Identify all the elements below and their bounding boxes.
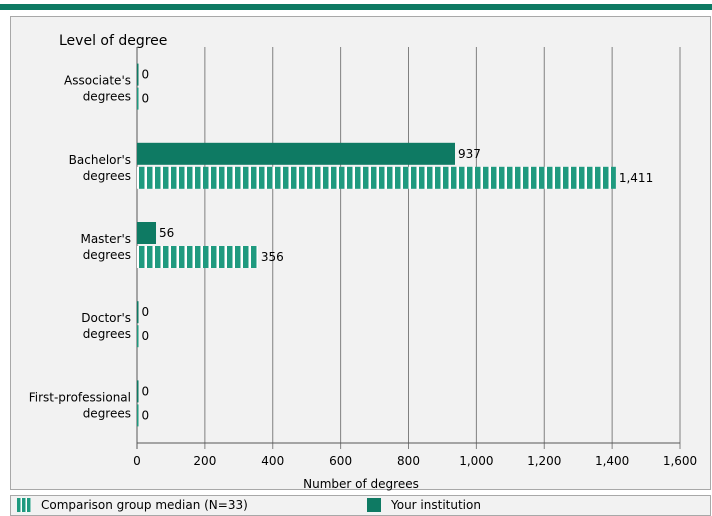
data-label-institution: 0 [142,68,150,82]
data-label-institution: 937 [458,147,481,161]
x-tick-label: 800 [397,454,420,468]
x-tick-labels: 0 200 400 600 800 1,000 1,200 1,400 1,600 [133,454,697,468]
bars [137,63,616,427]
grid-lines [136,47,681,449]
legend-swatch-solid [367,498,381,512]
x-tick-label: 1,000 [459,454,493,468]
legend: Comparison group median (N=33) Your inst… [10,495,711,516]
x-tick-label: 1,600 [663,454,697,468]
x-tick-label: 600 [329,454,352,468]
bar-chart: Level of degree 0 0 937 1,411 56 356 0 0 0 0 Asso… [29,33,697,491]
bar-institution [137,380,139,403]
data-label-institution: 0 [142,305,150,319]
bar-institution [137,222,157,244]
x-tick-label: 200 [193,454,216,468]
data-label-comparison: 0 [142,408,150,422]
category-label: degrees [83,248,131,262]
category-labels: Associate's degrees Bachelor's degrees Maste… [29,74,131,421]
bar-comparison [137,246,258,268]
bar-institution [137,142,455,165]
x-tick-label: 1,400 [595,454,629,468]
legend-item-comparison: Comparison group median (N=33) [17,498,248,512]
data-label-comparison: 0 [142,329,150,343]
category-label: degrees [83,406,131,420]
data-label-comparison: 0 [142,92,150,106]
top-accent-bar [0,4,712,10]
chart-panel: Level of degree 0 0 937 1,411 56 356 0 0 0 0 Asso… [10,16,711,491]
x-axis-label: Number of degrees [303,477,419,491]
legend-label-comparison: Comparison group median (N=33) [41,498,248,512]
data-label-institution: 56 [159,226,174,240]
bar-comparison [137,325,139,348]
x-tick-label: 1,200 [527,454,561,468]
x-tick-label: 400 [261,454,284,468]
x-tick-label: 0 [133,454,141,468]
bar-comparison [137,166,616,189]
legend-item-institution: Your institution [367,498,481,512]
value-labels: 0 0 937 1,411 56 356 0 0 0 0 [142,68,654,423]
category-label: degrees [83,90,131,104]
data-label-comparison: 356 [261,250,284,264]
category-label: Master's [80,232,131,246]
bar-comparison [137,87,139,110]
legend-label-institution: Your institution [391,498,481,512]
data-label-institution: 0 [142,384,150,398]
legend-swatch-striped [17,498,31,512]
category-label: degrees [83,327,131,341]
category-label: Doctor's [81,311,131,325]
category-label: Associate's [64,74,131,88]
bar-institution [137,63,139,86]
bar-comparison [137,404,139,427]
data-label-comparison: 1,411 [619,171,653,185]
category-label: degrees [83,169,131,183]
category-label: First-professional [29,390,131,404]
chart-title: Level of degree [59,33,167,49]
category-label: Bachelor's [69,153,131,167]
bar-institution [137,301,139,324]
